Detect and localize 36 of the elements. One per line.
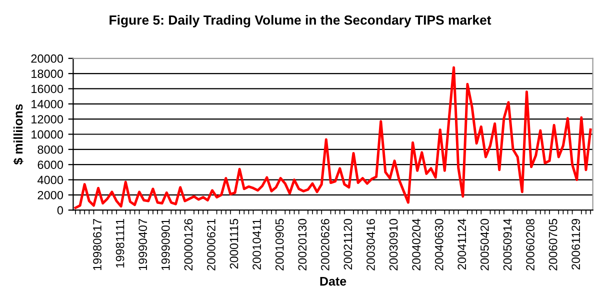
x-tick-label: 20010905 [275, 218, 284, 270]
y-tick-label: 4000 [37, 176, 64, 184]
x-tick-label: 20061129 [572, 218, 580, 270]
y-tick-label: 2000 [38, 190, 64, 200]
y-tick-label: 16000 [32, 84, 64, 94]
x-tick-label: 20010411 [252, 219, 261, 270]
y-tick-label: 14000 [32, 100, 64, 108]
x-tick-label: 20000621 [207, 219, 216, 270]
x-tick-label: 20050914 [503, 218, 512, 270]
x-tick-label: 20040204 [412, 218, 420, 270]
x-tick-label: 19990901 [161, 219, 170, 270]
x-tick-label: 20001115 [230, 218, 238, 269]
x-tick-label: 20000126 [184, 218, 193, 270]
y-tick-label: 0 [57, 206, 64, 214]
x-tick-label: 20060208 [526, 218, 534, 270]
x-tick-label: 20021120 [344, 218, 352, 270]
chart-title: Figure 5: Daily Trading Volume in the Secondary TIPS market [110, 15, 492, 28]
x-tick-label: 19990407 [138, 219, 148, 270]
y-tick-label: 20000 [31, 54, 64, 63]
y-tick-label: 10000 [32, 130, 64, 139]
y-tick-label: 18000 [32, 70, 64, 78]
x-axis-title: Date [320, 276, 346, 286]
x-tick-label: 20050420 [480, 218, 489, 270]
x-tick-label: 20030416 [366, 218, 375, 270]
x-tick-label: 20060705 [548, 218, 558, 270]
y-tick-label: 12000 [32, 115, 64, 124]
x-tick-label: 20040630 [434, 218, 444, 270]
y-tick-label: 8000 [38, 145, 64, 154]
x-tick-label: 19981111 [116, 219, 124, 268]
x-tick-label: 20041124 [458, 218, 466, 270]
y-tick-label: 6000 [38, 160, 64, 169]
x-tick-label: 20020130 [298, 218, 307, 270]
x-tick-label: 19980617 [93, 219, 102, 270]
x-tick-label: 20020626 [320, 218, 330, 270]
y-axis-title: $ milliions [13, 104, 24, 165]
x-tick-label: 20030910 [389, 218, 398, 270]
